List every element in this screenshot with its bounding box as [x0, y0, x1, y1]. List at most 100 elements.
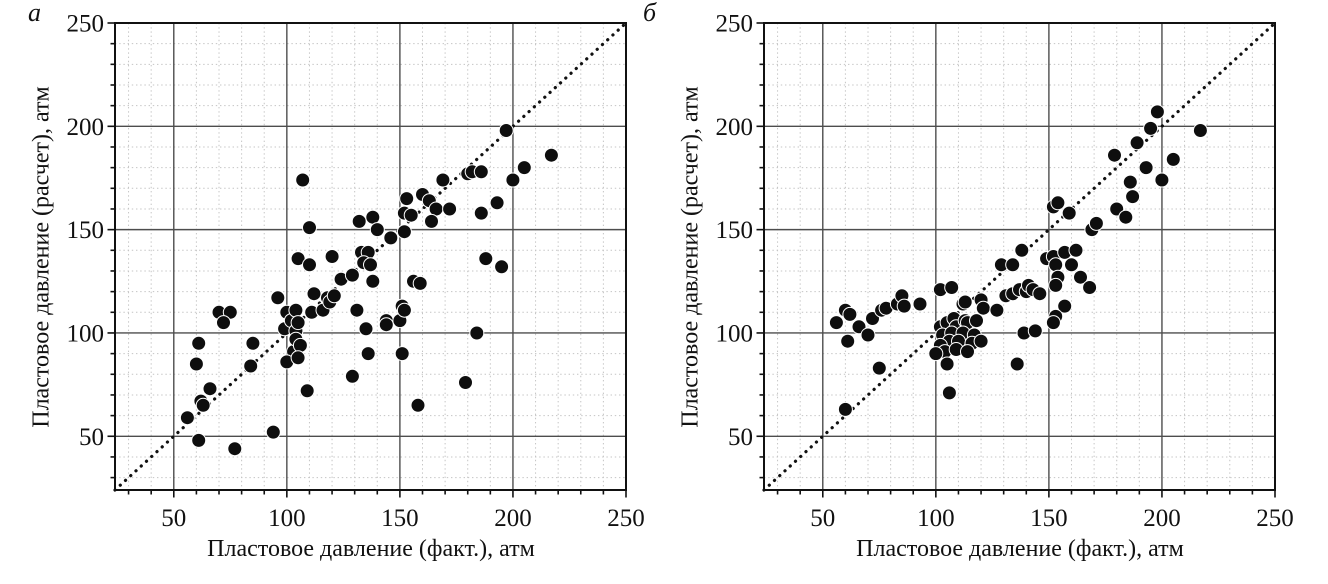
data-point: [358, 321, 374, 337]
data-point: [505, 172, 521, 188]
data-point: [396, 302, 412, 318]
y-tick-label: 150: [716, 217, 754, 244]
y-tick-label: 100: [67, 320, 105, 347]
data-point: [344, 267, 360, 283]
panel-b: б Пластовое давление (расчет), атм 50 50 1…: [643, 0, 1328, 584]
data-point: [378, 317, 394, 333]
data-point: [396, 224, 412, 240]
data-point: [326, 288, 342, 304]
data-point: [473, 164, 489, 180]
data-point: [1048, 277, 1064, 293]
x-tick-label: 150: [381, 505, 419, 532]
data-point: [828, 315, 844, 331]
data-point: [1107, 147, 1122, 163]
data-point: [1143, 120, 1159, 136]
data-point: [435, 172, 451, 188]
x-tick-label: 50: [810, 505, 835, 532]
data-point: [202, 381, 218, 397]
data-point: [306, 286, 322, 302]
data-point: [1088, 215, 1104, 231]
data-point: [1009, 356, 1025, 372]
data-point: [842, 306, 858, 322]
data-point: [1045, 315, 1061, 331]
data-point: [1138, 160, 1154, 176]
panel-b-scatter-plot: 50 50 100 100 150 150 200 200 250 250: [716, 13, 1294, 532]
data-point: [1064, 257, 1079, 273]
data-point: [410, 397, 426, 413]
y-tick-label: 250: [716, 13, 754, 38]
data-point: [424, 213, 439, 229]
data-point: [195, 397, 211, 413]
y-tick-label: 50: [728, 424, 753, 451]
x-tick-label: 250: [1256, 505, 1294, 532]
data-point: [494, 259, 510, 275]
data-point: [469, 325, 485, 341]
panel-a-y-axis-title: Пластовое давление (расчет), атм: [28, 86, 55, 428]
data-point: [1027, 323, 1043, 339]
data-point: [191, 432, 207, 448]
data-point: [1048, 257, 1064, 273]
data-point: [216, 315, 231, 331]
x-tick-label: 200: [1143, 505, 1181, 532]
panel-a-x-axis-title: Пластовое давление (факт.), атм: [207, 536, 535, 562]
y-tick-label: 200: [67, 114, 105, 141]
panel-a-scatter-plot: 50 50 100 100 150 150 200 200 250 250: [67, 13, 645, 532]
data-point: [1073, 269, 1088, 285]
data-point: [302, 257, 317, 273]
data-point: [941, 385, 957, 401]
data-point: [399, 191, 415, 207]
data-point: [516, 160, 532, 176]
data-point: [1165, 151, 1181, 167]
data-point: [403, 207, 419, 223]
data-point: [871, 360, 887, 376]
data-point: [324, 249, 340, 264]
data-point: [360, 346, 376, 362]
y-tick-label: 250: [67, 13, 105, 38]
data-point: [543, 147, 559, 163]
data-point: [344, 368, 360, 384]
data-point: [243, 358, 259, 374]
data-point: [188, 356, 204, 372]
data-point: [960, 344, 975, 360]
data-point: [191, 335, 207, 351]
data-point: [928, 346, 944, 362]
data-point: [365, 209, 381, 225]
data-point: [295, 172, 311, 188]
panel-b-label: б: [643, 0, 657, 27]
data-point: [227, 441, 243, 457]
data-point: [1118, 209, 1134, 225]
data-point: [944, 280, 960, 295]
y-tick-label: 100: [716, 320, 754, 347]
data-point: [428, 201, 444, 217]
data-point: [394, 346, 410, 362]
data-point: [498, 123, 514, 138]
data-point: [1068, 242, 1084, 258]
data-point: [1050, 195, 1066, 211]
data-point: [1125, 189, 1141, 205]
x-tick-label: 100: [268, 505, 306, 532]
data-point: [290, 315, 306, 331]
data-point: [270, 290, 286, 306]
data-point: [1032, 286, 1048, 302]
panel-b-y-axis-title: Пластовое давление (расчет), атм: [677, 86, 704, 428]
data-point: [365, 273, 381, 289]
x-tick-label: 50: [161, 505, 186, 532]
data-point: [288, 302, 304, 318]
panel-b-x-axis-title: Пластовое давление (факт.), атм: [856, 536, 1184, 562]
data-point: [292, 337, 308, 353]
data-point: [222, 304, 238, 320]
plot-frame: [114, 22, 627, 491]
data-point: [896, 298, 912, 314]
data-point: [989, 302, 1005, 318]
x-tick-label: 150: [1030, 505, 1068, 532]
data-point: [290, 350, 306, 366]
data-point: [290, 251, 306, 267]
data-point: [442, 201, 458, 217]
data-point: [489, 195, 505, 211]
data-point: [837, 401, 853, 417]
data-point: [299, 383, 315, 399]
data-point: [1014, 242, 1030, 258]
data-point: [939, 356, 955, 372]
data-point: [369, 222, 385, 238]
x-tick-label: 100: [917, 505, 955, 532]
